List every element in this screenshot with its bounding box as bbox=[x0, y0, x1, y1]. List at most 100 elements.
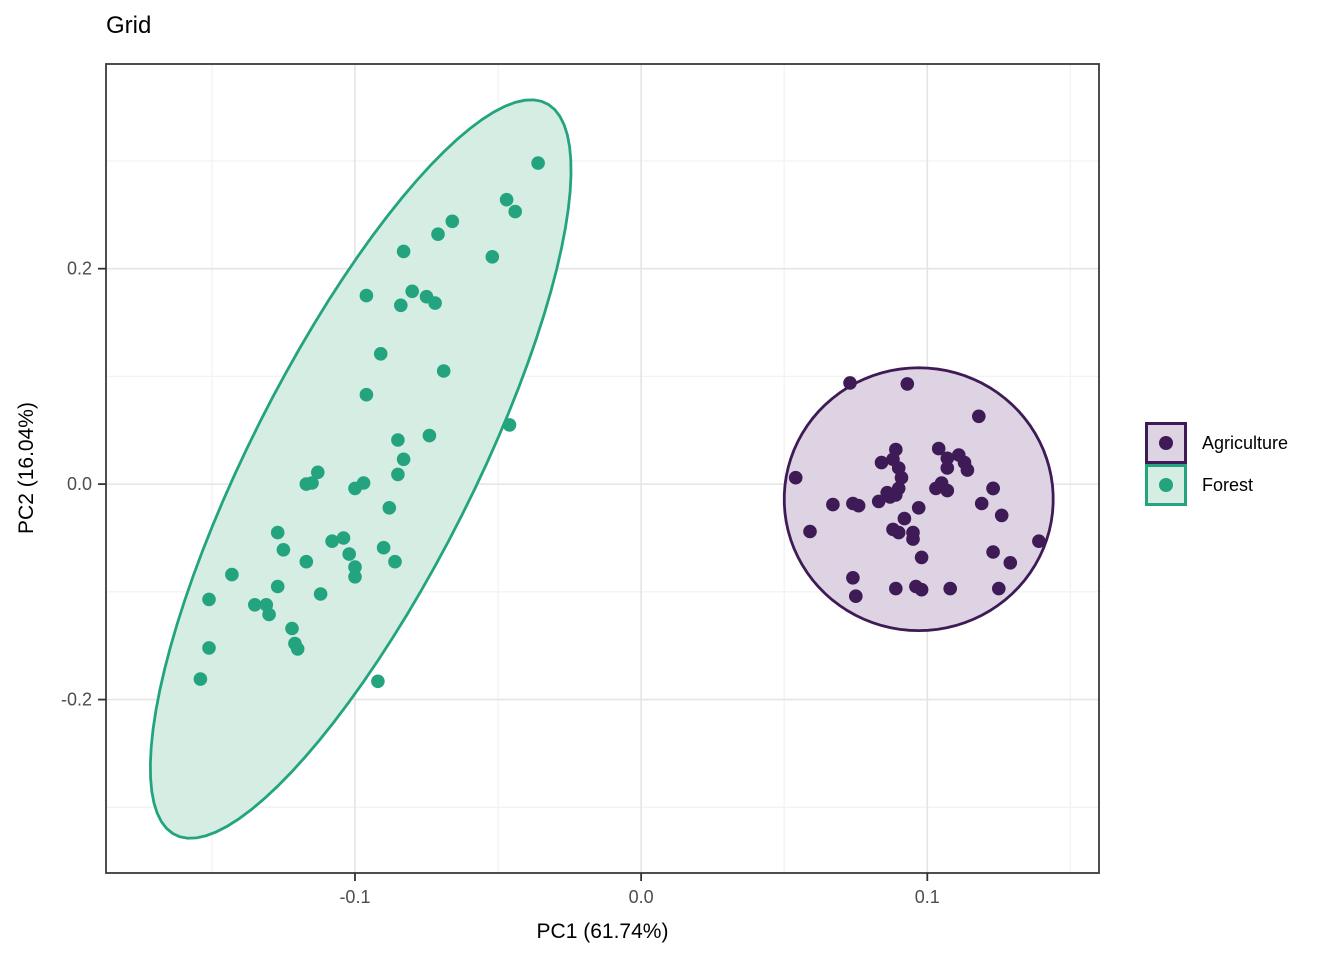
legend-swatch-forest bbox=[1145, 464, 1187, 506]
data-point-forest bbox=[485, 249, 500, 264]
x-tick-label: 0.1 bbox=[915, 887, 940, 907]
data-point-agriculture bbox=[943, 581, 957, 596]
data-point-agriculture bbox=[972, 409, 986, 424]
data-point-forest bbox=[382, 501, 397, 515]
data-point-agriculture bbox=[906, 532, 920, 546]
data-point-agriculture bbox=[940, 451, 955, 466]
panel-border bbox=[105, 63, 1100, 874]
data-point-forest bbox=[373, 347, 388, 361]
legend-swatch-agriculture bbox=[1145, 422, 1187, 464]
data-point-forest bbox=[202, 592, 216, 607]
legend-point-icon bbox=[1159, 478, 1173, 492]
data-point-agriculture bbox=[960, 463, 975, 477]
data-point-agriculture bbox=[914, 582, 929, 597]
data-point-forest bbox=[391, 467, 405, 482]
data-point-forest bbox=[405, 284, 420, 299]
data-point-forest bbox=[359, 387, 374, 402]
data-point-agriculture bbox=[931, 441, 946, 456]
data-point-agriculture bbox=[894, 470, 909, 485]
data-point-forest bbox=[248, 598, 262, 612]
data-point-agriculture bbox=[897, 511, 912, 526]
data-point-forest bbox=[336, 531, 351, 545]
confidence-ellipse-agriculture bbox=[782, 366, 1055, 633]
data-point-agriculture bbox=[940, 461, 955, 475]
data-point-forest bbox=[348, 560, 362, 574]
data-point-forest bbox=[342, 547, 357, 561]
data-point-agriculture bbox=[851, 498, 866, 513]
legend-label-agriculture: Agriculture bbox=[1202, 432, 1289, 453]
data-point-agriculture bbox=[914, 550, 929, 565]
data-point-forest bbox=[225, 567, 239, 582]
plot-title: Grid bbox=[106, 12, 152, 39]
x-tick-label: -0.1 bbox=[339, 887, 370, 907]
data-point-agriculture bbox=[883, 490, 897, 504]
data-point-forest bbox=[388, 554, 402, 569]
legend: Agriculture Forest bbox=[1145, 422, 1288, 506]
data-point-forest bbox=[376, 540, 391, 555]
data-point-agriculture bbox=[891, 525, 906, 540]
data-point-forest bbox=[348, 570, 362, 584]
x-axis-title: PC1 (61.74%) bbox=[536, 920, 669, 943]
data-point-forest bbox=[202, 641, 216, 655]
data-point-agriculture bbox=[871, 494, 886, 509]
y-tick-label: 0.0 bbox=[67, 474, 92, 494]
data-point-forest bbox=[359, 288, 374, 303]
data-point-agriculture bbox=[1032, 534, 1046, 548]
data-point-forest bbox=[290, 642, 305, 656]
data-point-forest bbox=[391, 433, 405, 447]
data-point-forest bbox=[313, 587, 328, 601]
data-point-forest bbox=[348, 481, 362, 496]
legend-point-icon bbox=[1159, 436, 1173, 450]
data-point-forest bbox=[445, 214, 460, 229]
data-point-agriculture bbox=[849, 589, 863, 603]
data-point-forest bbox=[276, 543, 291, 557]
data-point-agriculture bbox=[992, 581, 1006, 596]
data-point-forest bbox=[270, 579, 285, 594]
y-tick-label: -0.2 bbox=[61, 690, 92, 710]
y-axis-title: PC2 (16.04%) bbox=[15, 402, 38, 534]
data-point-agriculture bbox=[843, 376, 857, 390]
data-point-agriculture bbox=[826, 497, 840, 512]
confidence-ellipse-forest bbox=[148, 98, 573, 840]
data-point-agriculture bbox=[986, 545, 1000, 559]
data-point-forest bbox=[311, 465, 325, 480]
data-point-agriculture bbox=[929, 481, 943, 496]
data-point-agriculture bbox=[986, 481, 1000, 496]
data-point-forest bbox=[299, 477, 314, 491]
data-point-agriculture bbox=[803, 524, 817, 539]
data-point-forest bbox=[299, 554, 314, 569]
data-point-agriculture bbox=[788, 470, 803, 485]
data-point-agriculture bbox=[911, 501, 926, 515]
data-point-agriculture bbox=[889, 581, 903, 596]
data-point-agriculture bbox=[940, 483, 955, 498]
data-point-agriculture bbox=[1003, 556, 1018, 570]
data-point-forest bbox=[193, 672, 208, 686]
data-point-forest bbox=[499, 192, 514, 207]
data-point-agriculture bbox=[974, 496, 989, 511]
y-tick-label: 0.2 bbox=[67, 259, 92, 279]
data-point-agriculture bbox=[874, 455, 889, 470]
legend-key-agriculture: Agriculture bbox=[1145, 422, 1288, 464]
data-point-forest bbox=[508, 204, 522, 219]
data-point-agriculture bbox=[846, 571, 860, 585]
data-point-forest bbox=[531, 156, 545, 170]
data-point-forest bbox=[325, 534, 339, 548]
legend-key-forest: Forest bbox=[1145, 464, 1288, 506]
data-point-agriculture bbox=[900, 377, 915, 391]
data-point-forest bbox=[371, 674, 385, 689]
data-point-forest bbox=[262, 607, 276, 622]
data-point-forest bbox=[428, 296, 442, 310]
data-point-forest bbox=[285, 621, 299, 636]
data-point-forest bbox=[436, 364, 451, 378]
data-point-forest bbox=[394, 298, 408, 313]
data-point-forest bbox=[270, 525, 285, 540]
x-tick-label: 0.0 bbox=[629, 887, 654, 907]
data-point-forest bbox=[431, 227, 445, 241]
legend-label-forest: Forest bbox=[1202, 474, 1254, 495]
data-point-agriculture bbox=[994, 508, 1009, 523]
data-point-forest bbox=[396, 244, 411, 259]
data-point-forest bbox=[396, 452, 411, 467]
data-point-forest bbox=[502, 418, 517, 432]
data-point-forest bbox=[422, 428, 437, 443]
